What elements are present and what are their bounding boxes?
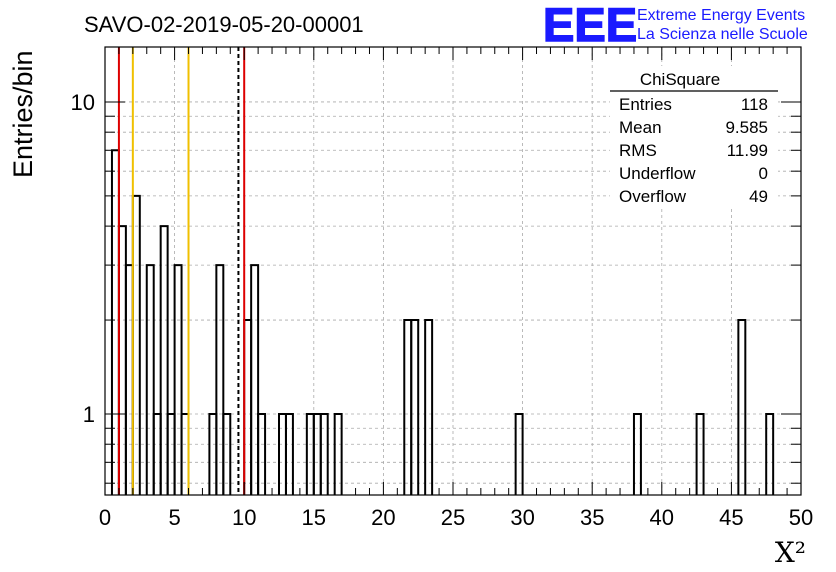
stats-row-label: Overflow [619,187,687,206]
stats-box-title: ChiSquare [640,70,720,89]
x-tick-label: 5 [168,505,180,530]
eee-logo-line2: La Scienza nelle Scuole [637,26,808,43]
stats-row-label: Entries [619,95,672,114]
y-tick-label: 10 [71,90,95,115]
histogram-bin [410,319,420,495]
x-tick-label: 45 [719,505,743,530]
x-tick-label: 30 [510,505,534,530]
histogram-bin [333,412,343,495]
histogram-bin [424,319,434,495]
tick-labels: 0 5 10 15 20 25 30 35 40 45 50 1 10 [71,90,814,530]
x-axis-label: X² [775,536,806,569]
histogram-bin [215,264,225,495]
stats-row-value: 118 [741,95,768,114]
histogram-bin [117,225,127,495]
histogram-bin [222,412,232,495]
stats-row-value: 11.99 [727,141,768,160]
stats-row-label: Mean [619,118,662,137]
y-tick-label: 1 [83,402,95,427]
axis-ticks [104,47,802,495]
x-tick-label: 50 [789,505,813,530]
histogram-bin [110,149,120,495]
stats-rows: Entries 118 Mean 9.585 RMS 11.99 Underflow 0 Ove… [619,95,768,206]
y-axis-label: Entries/bin [8,50,38,178]
histogram-bin [243,319,253,495]
stats-row-label: RMS [619,141,657,160]
histogram-bin [284,412,294,495]
x-tick-label: 25 [441,505,465,530]
histogram-bin [319,412,329,495]
histogram-bin [695,412,705,495]
grid [105,47,801,495]
x-tick-label: 20 [371,505,395,530]
histogram-bin [257,412,267,495]
stats-row-value: 49 [749,187,768,206]
x-tick-label: 15 [302,505,326,530]
histogram-bin [514,412,524,495]
vertical-lines [117,47,246,495]
stats-box: ChiSquare Entries 118 Mean 9.585 RMS 11.99 Und… [610,66,778,206]
x-tick-label: 10 [232,505,256,530]
histogram [110,149,775,495]
x-tick-label: 35 [580,505,604,530]
stats-row-label: Underflow [619,164,696,183]
histogram-bin [124,264,134,495]
histogram-bin [632,412,642,495]
histogram-bin [173,264,183,495]
histogram-bin [403,319,413,495]
eee-logo: EEE Extreme Energy Events La Scienza nel… [542,0,808,52]
histogram-bin [765,412,775,495]
histogram-bin [250,264,260,495]
histogram-bin [159,225,169,495]
x-tick-label: 0 [99,505,111,530]
histogram-bin [145,264,155,495]
chart-title: SAVO-02-2019-05-20-00001 [84,12,364,37]
histogram-bin [131,194,141,495]
stats-row-value: 9.585 [725,118,768,137]
x-tick-label: 40 [650,505,674,530]
eee-logo-line1: Extreme Energy Events [637,7,805,24]
histogram-bin [737,319,747,495]
stats-row-value: 0 [759,164,768,183]
eee-logo-mark: EEE [543,0,637,51]
stats-box-background [610,66,778,206]
